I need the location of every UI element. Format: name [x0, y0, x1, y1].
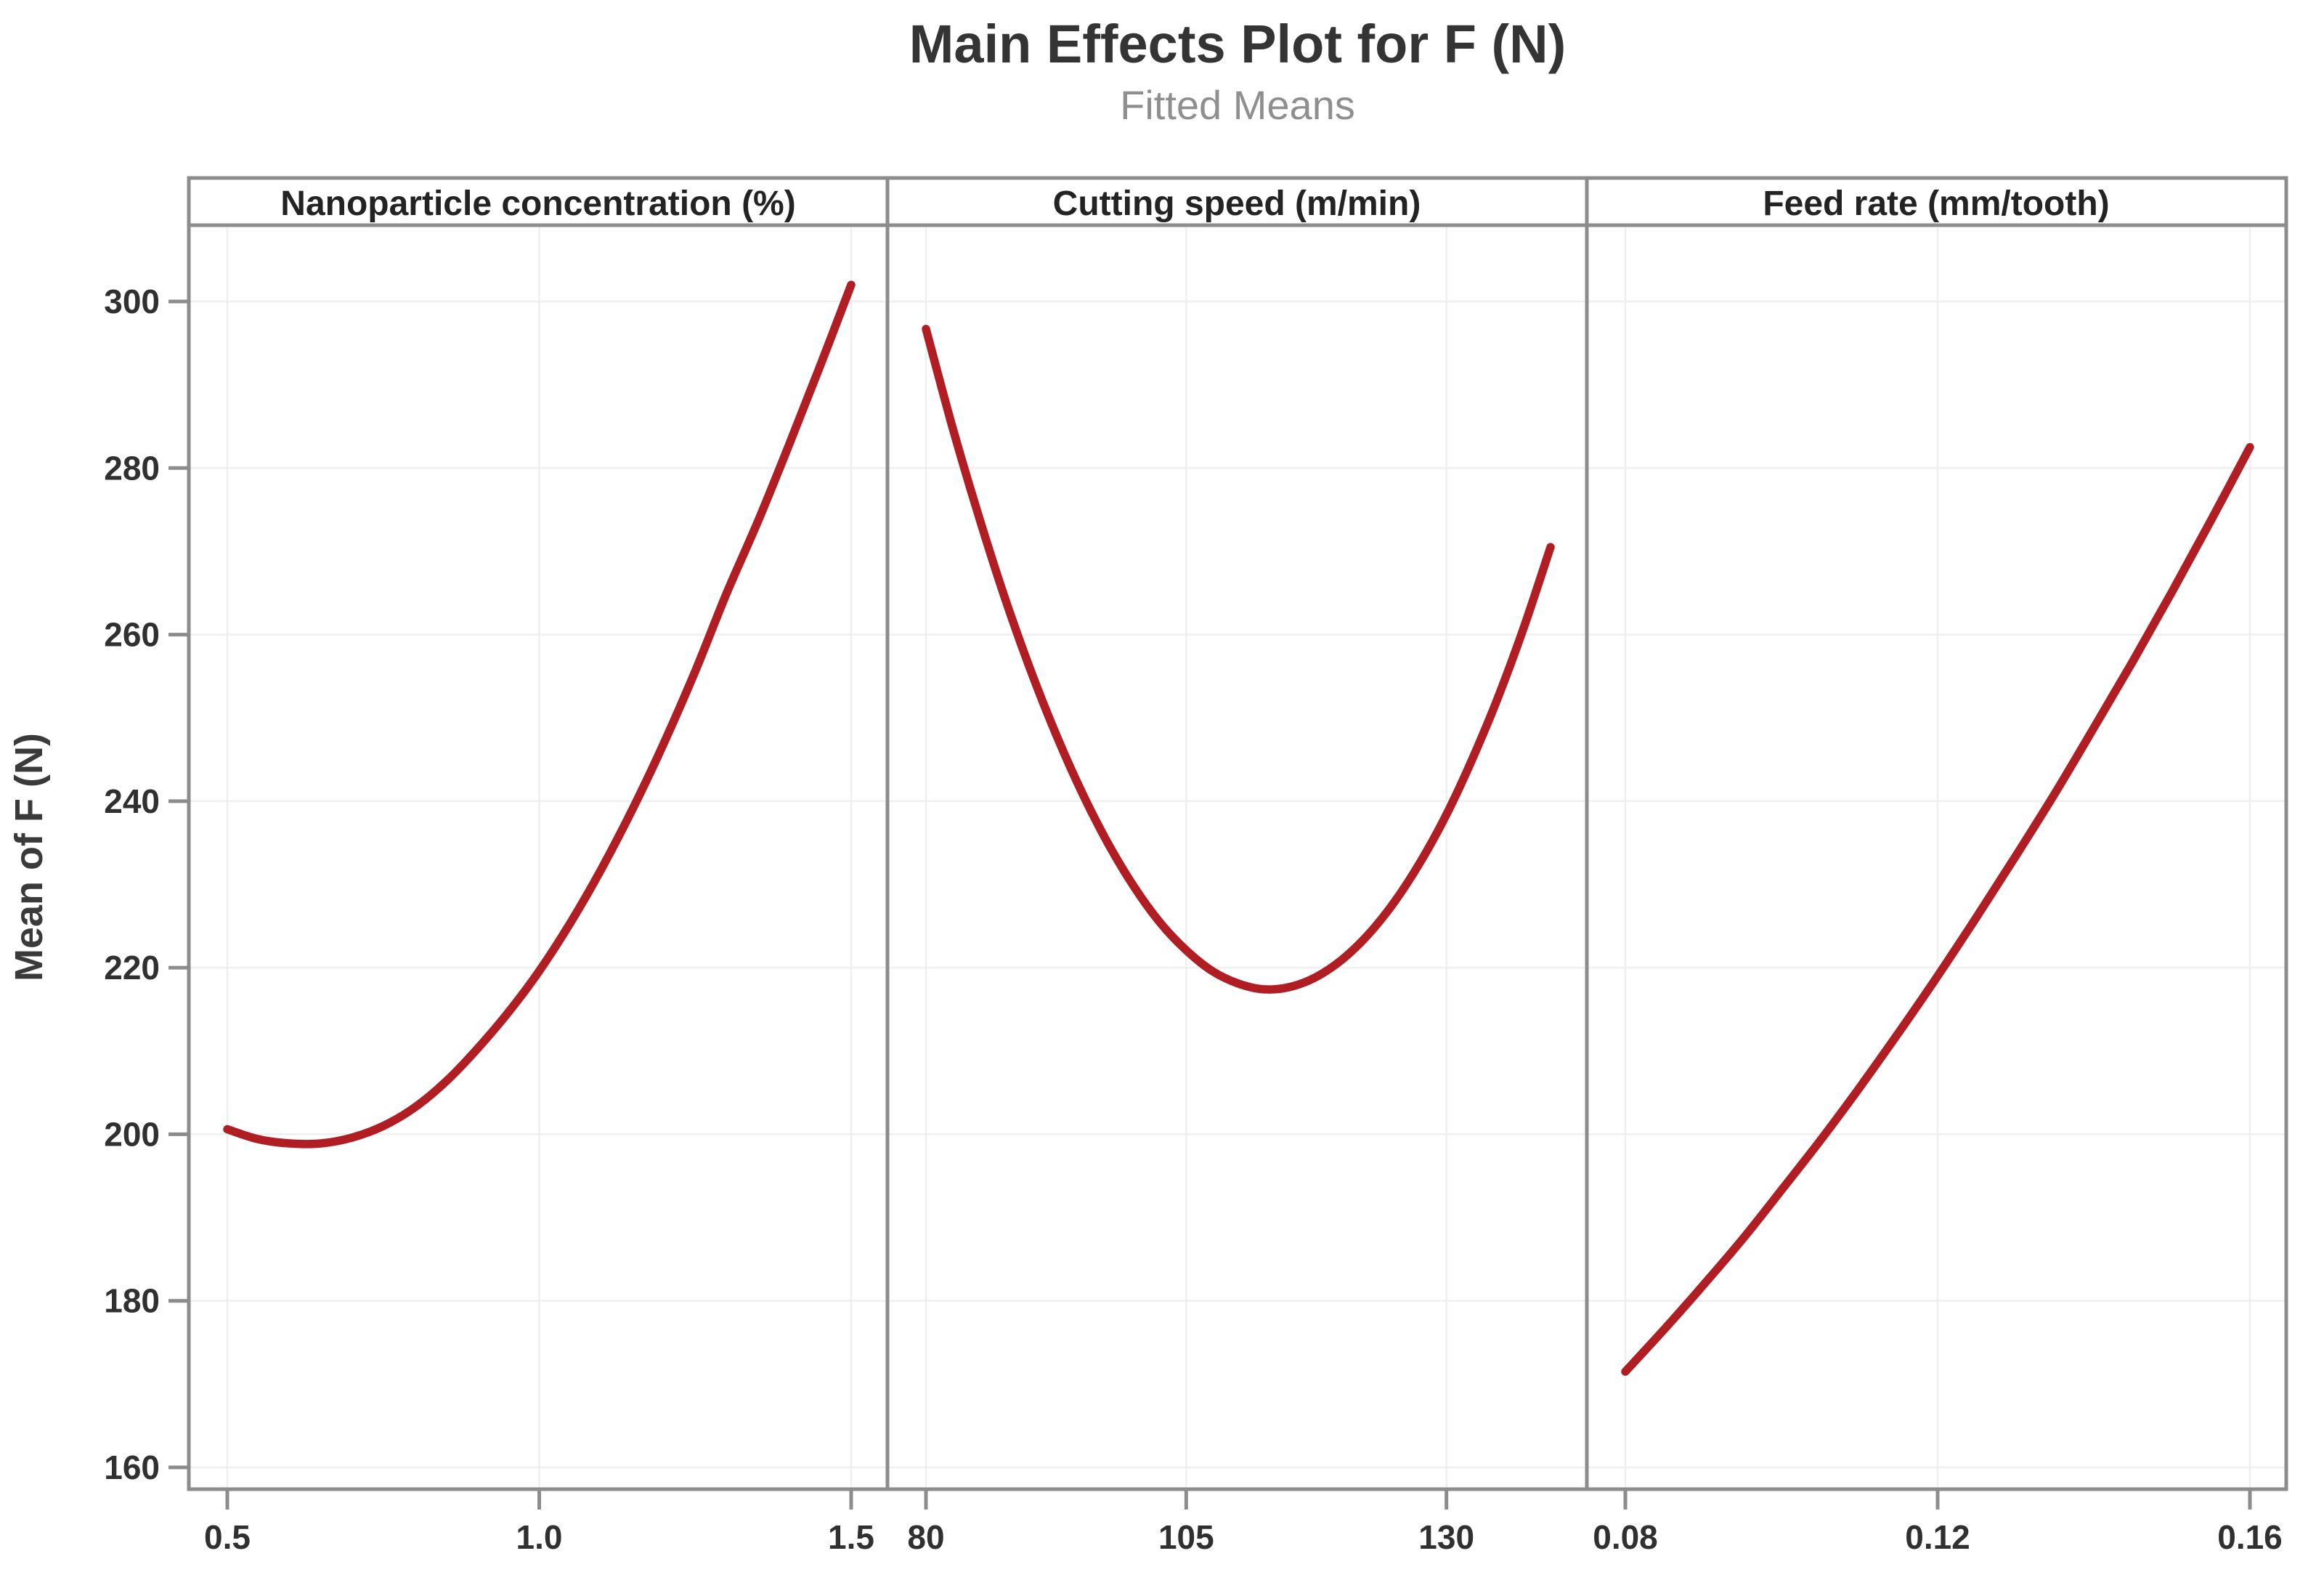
x-tick-label: 1.5 [828, 1518, 874, 1556]
y-tick-label: 280 [104, 449, 160, 487]
chart-title: Main Effects Plot for F (N) [909, 14, 1567, 74]
fitted-means-curve [922, 325, 1555, 994]
x-tick-label: 0.16 [2217, 1518, 2283, 1556]
x-tick-label: 80 [907, 1518, 944, 1556]
y-tick-label: 200 [104, 1115, 160, 1153]
y-tick-label: 260 [104, 616, 160, 654]
y-tick-label: 180 [104, 1282, 160, 1320]
x-tick-label: 0.5 [204, 1518, 251, 1556]
panel-header-cutting-speed: Cutting speed (m/min) [1053, 185, 1421, 223]
y-tick-label: 300 [104, 283, 160, 320]
chart-subtitle: Fitted Means [1120, 82, 1355, 128]
frame-layer [187, 176, 2288, 1491]
fitted-means-curve [1621, 442, 2254, 1376]
curve-layer [223, 280, 2254, 1376]
gridline-layer [189, 225, 2286, 1489]
y-axis-title: Mean of F (N) [7, 733, 51, 981]
text-layer: Mean of F (N) Nanoparticle concentration… [7, 185, 2283, 1556]
y-tick-label: 160 [104, 1449, 160, 1486]
x-tick-label: 130 [1418, 1518, 1474, 1556]
x-tick-label: 105 [1158, 1518, 1214, 1556]
panel-header-nanoparticle-concentration: Nanoparticle concentration (%) [280, 185, 795, 223]
y-tick-label: 220 [104, 949, 160, 986]
x-tick-label: 0.12 [1905, 1518, 1970, 1556]
tick-layer [168, 299, 2252, 1510]
fitted-means-curve [223, 280, 856, 1148]
x-tick-label: 1.0 [516, 1518, 563, 1556]
y-tick-label: 240 [104, 782, 160, 820]
panel-header-feed-rate: Feed rate (mm/tooth) [1763, 185, 2109, 223]
x-tick-label: 0.08 [1593, 1518, 1658, 1556]
plot-border [187, 176, 2288, 1491]
